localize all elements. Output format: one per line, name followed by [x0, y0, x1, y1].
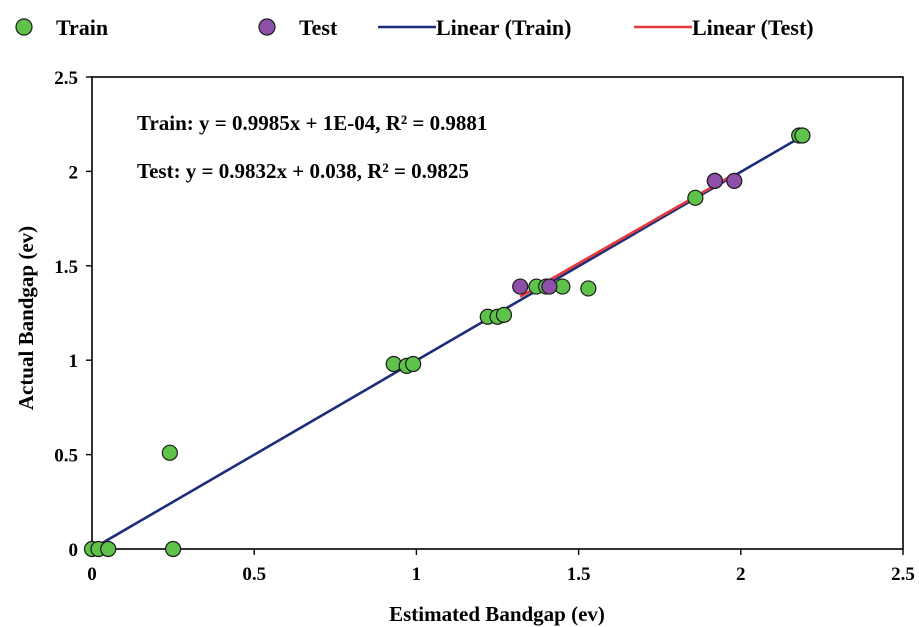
- test-point: [726, 172, 743, 189]
- annotation-train-equation: Train: y = 0.9985x + 1E-04, R² = 0.9881: [137, 111, 487, 135]
- x-tick-label: 2.5: [891, 564, 915, 585]
- legend-label: Test: [299, 15, 338, 40]
- legend-marker-test: [258, 18, 276, 36]
- plot-frame: [91, 76, 904, 550]
- test-point: [706, 172, 723, 189]
- axis-ticks: 0 0.5 1 1.5 2 2.5 0 0.5 1 1.5 2 2.5: [54, 68, 915, 585]
- trendline-linear-train: [91, 135, 804, 551]
- y-axis-label: Actual Bandgap (ev): [14, 226, 38, 410]
- train-point: [161, 444, 178, 461]
- y-tick-label: 2: [69, 162, 79, 183]
- x-tick-label: 0: [87, 564, 97, 585]
- x-axis-label: Estimated Bandgap (ev): [389, 602, 605, 626]
- train-point: [580, 280, 597, 297]
- y-tick-label: 2.5: [54, 68, 78, 89]
- x-tick-label: 2: [736, 564, 746, 585]
- train-point: [405, 355, 422, 373]
- y-tick-label: 0.5: [54, 446, 78, 467]
- trendline-linear-test: [519, 173, 735, 298]
- train-point: [100, 540, 117, 558]
- test-point: [541, 278, 558, 295]
- y-tick-label: 0: [69, 540, 79, 561]
- train-point: [687, 189, 704, 206]
- x-tick-label: 1: [412, 564, 422, 585]
- legend-label: Linear (Test): [692, 15, 814, 40]
- train-point: [165, 540, 182, 558]
- legend: Train Test Linear (Train) Linear (Test): [15, 15, 814, 40]
- x-tick-label: 1.5: [567, 564, 591, 585]
- y-tick-label: 1.5: [54, 257, 78, 278]
- train-point: [794, 127, 811, 144]
- annotation-test-equation: Test: y = 0.9832x + 0.038, R² = 0.9825: [137, 159, 469, 183]
- train-point: [495, 306, 513, 323]
- legend-label: Train: [56, 15, 108, 40]
- legend-marker-train: [15, 18, 33, 36]
- test-point: [512, 278, 529, 295]
- data-points: [83, 127, 811, 558]
- x-tick-label: 0.5: [242, 564, 266, 585]
- legend-label: Linear (Train): [436, 15, 571, 40]
- y-tick-label: 1: [69, 351, 79, 372]
